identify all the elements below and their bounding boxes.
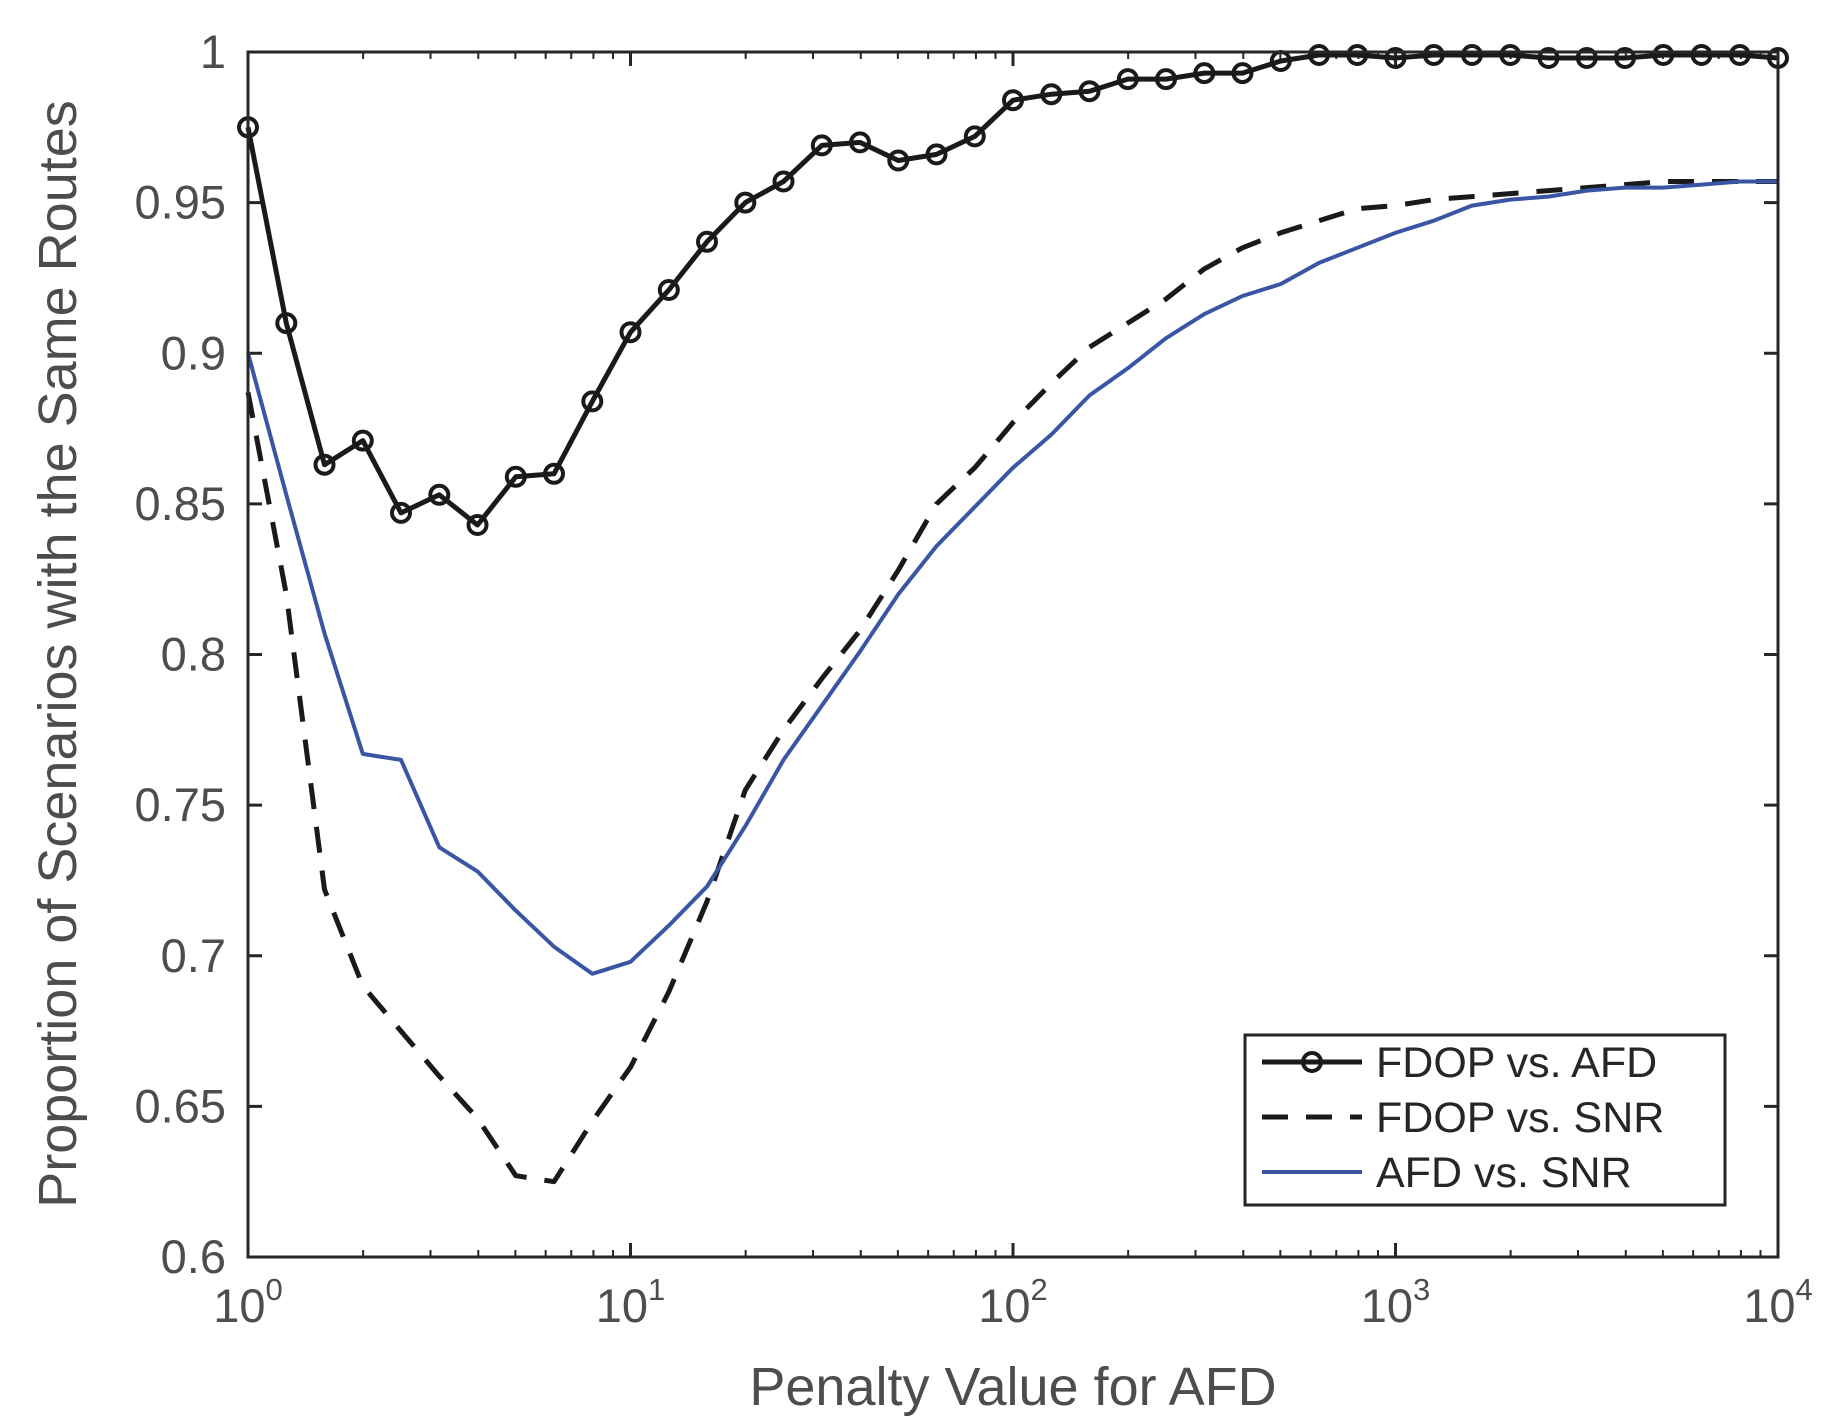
y-tick-label: 1 [200, 25, 226, 78]
y-tick-label: 0.75 [135, 778, 226, 831]
series-afd-vs-snr [246, 179, 1778, 976]
data-point-marker [581, 390, 604, 413]
x-tick-label-base: 10 [1743, 1279, 1795, 1332]
data-point-marker [810, 134, 833, 157]
data-point-marker [1384, 47, 1407, 69]
data-point-marker [313, 453, 336, 476]
data-point-marker [1728, 44, 1751, 66]
x-tick-label-base: 10 [978, 1279, 1030, 1332]
x-tick-label: 100 [213, 1272, 283, 1332]
y-tick-label: 0.95 [135, 176, 226, 229]
x-tick-label-exp: 1 [648, 1272, 665, 1307]
data-point-marker [275, 312, 298, 335]
y-tick-label: 0.85 [135, 477, 226, 530]
x-tick-label-base: 10 [596, 1279, 648, 1332]
data-point-marker [504, 465, 527, 488]
y-tick-label: 0.7 [161, 929, 226, 982]
data-point-marker [1690, 44, 1713, 66]
x-tick-label-base: 10 [213, 1279, 265, 1332]
x-tick-label-exp: 4 [1796, 1272, 1813, 1307]
data-point-marker [696, 230, 718, 253]
y-tick-label: 0.6 [161, 1230, 226, 1283]
series-line [246, 179, 1778, 976]
data-point-marker [657, 279, 680, 301]
data-point-marker [1461, 44, 1483, 66]
data-point-marker [1308, 44, 1330, 66]
data-point-marker [1575, 47, 1598, 69]
data-point-marker [1499, 44, 1522, 66]
x-tick-label-exp: 3 [1413, 1272, 1430, 1307]
y-tick-label: 0.8 [161, 628, 226, 681]
data-point-marker [1116, 68, 1139, 91]
data-point-marker [390, 501, 412, 524]
plot-frame [246, 50, 1780, 1259]
x-tick-label: 102 [978, 1272, 1048, 1332]
data-point-marker [1422, 44, 1445, 66]
data-point-marker [1537, 47, 1560, 69]
y-axis-label: Proportion of Scenarios with the Same Ro… [28, 100, 88, 1208]
series-line [245, 52, 1779, 528]
x-tick-label-base: 10 [1361, 1279, 1413, 1332]
x-tick-label: 103 [1361, 1272, 1431, 1332]
series-fdop-vs-snr [245, 179, 1778, 1185]
data-point-marker [1002, 89, 1024, 112]
legend-marker [1301, 1051, 1323, 1073]
data-point-marker [772, 170, 795, 193]
series-fdop-vs-afd [237, 44, 1789, 536]
legend-label: FDOP vs. SNR [1376, 1094, 1664, 1142]
data-point-marker [466, 514, 489, 536]
data-point-marker [1614, 47, 1636, 69]
x-tick-label-exp: 0 [266, 1272, 283, 1307]
data-point-marker [925, 143, 948, 166]
data-point-marker [1346, 44, 1369, 66]
data-point-marker [1155, 68, 1177, 91]
data-point-marker [1040, 83, 1063, 106]
legend-label: FDOP vs. AFD [1376, 1039, 1657, 1087]
x-tick-label: 101 [596, 1272, 666, 1332]
data-point-marker [1193, 62, 1216, 85]
x-axis-label: Penalty Value for AFD [749, 1357, 1276, 1417]
data-point-marker [619, 321, 642, 344]
x-tick-label-exp: 2 [1031, 1272, 1048, 1307]
y-tick-label: 0.9 [161, 326, 226, 379]
data-point-marker [543, 462, 565, 485]
legend: FDOP vs. AFD FDOP vs. SNR AFD vs. SNR [1243, 1033, 1727, 1207]
data-point-marker [849, 131, 871, 154]
legend-label: AFD vs. SNR [1376, 1149, 1632, 1197]
series-line [245, 179, 1778, 1185]
data-point-marker [734, 191, 757, 214]
data-point-marker [1231, 62, 1254, 85]
data-point-marker [1652, 44, 1675, 66]
data-point-marker [1078, 80, 1101, 103]
y-tick-label: 0.65 [135, 1079, 226, 1132]
data-point-marker [428, 483, 451, 506]
data-point-marker [351, 429, 374, 452]
x-tick-label: 104 [1743, 1272, 1813, 1332]
data-point-marker [887, 149, 910, 172]
data-point-marker [963, 125, 986, 148]
